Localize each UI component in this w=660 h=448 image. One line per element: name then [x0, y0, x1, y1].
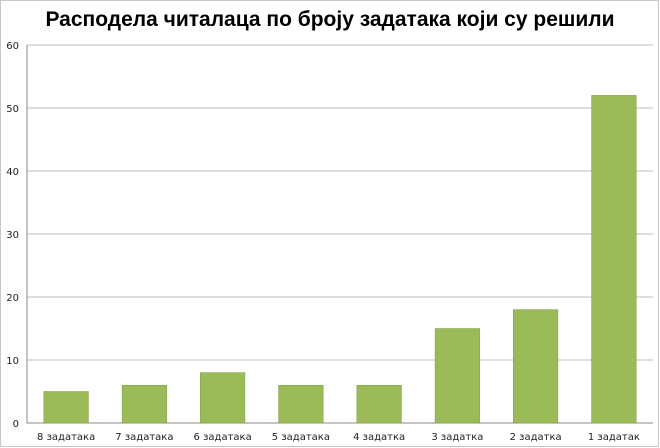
- y-tick-label: 0: [13, 419, 19, 430]
- y-tick-label: 20: [6, 293, 19, 304]
- x-tick-label: 8 задатака: [37, 432, 95, 443]
- y-tick-label: 50: [6, 104, 19, 115]
- bar: [43, 391, 89, 424]
- chart-title: Расподела читалаца по броју задатака кој…: [45, 8, 615, 31]
- bar: [278, 384, 324, 424]
- x-tick-label: 4 задатка: [353, 432, 405, 443]
- x-tick-label: 1 задатак: [588, 432, 640, 443]
- y-tick-label: 40: [6, 167, 19, 178]
- y-tick-label: 60: [6, 41, 19, 52]
- bar: [591, 95, 637, 424]
- bar: [356, 384, 402, 424]
- x-tick-label: 2 задатка: [510, 432, 562, 443]
- y-tick-label: 10: [6, 356, 19, 367]
- x-tick-label: 5 задатака: [272, 432, 330, 443]
- bar: [434, 328, 480, 424]
- x-tick-label: 6 задатака: [194, 432, 252, 443]
- y-tick-label: 30: [6, 230, 19, 241]
- x-tick-label: 3 задатка: [431, 432, 483, 443]
- bar: [121, 384, 167, 424]
- bar: [513, 309, 559, 424]
- x-tick-label: 7 задатака: [115, 432, 173, 443]
- bar: [200, 372, 246, 424]
